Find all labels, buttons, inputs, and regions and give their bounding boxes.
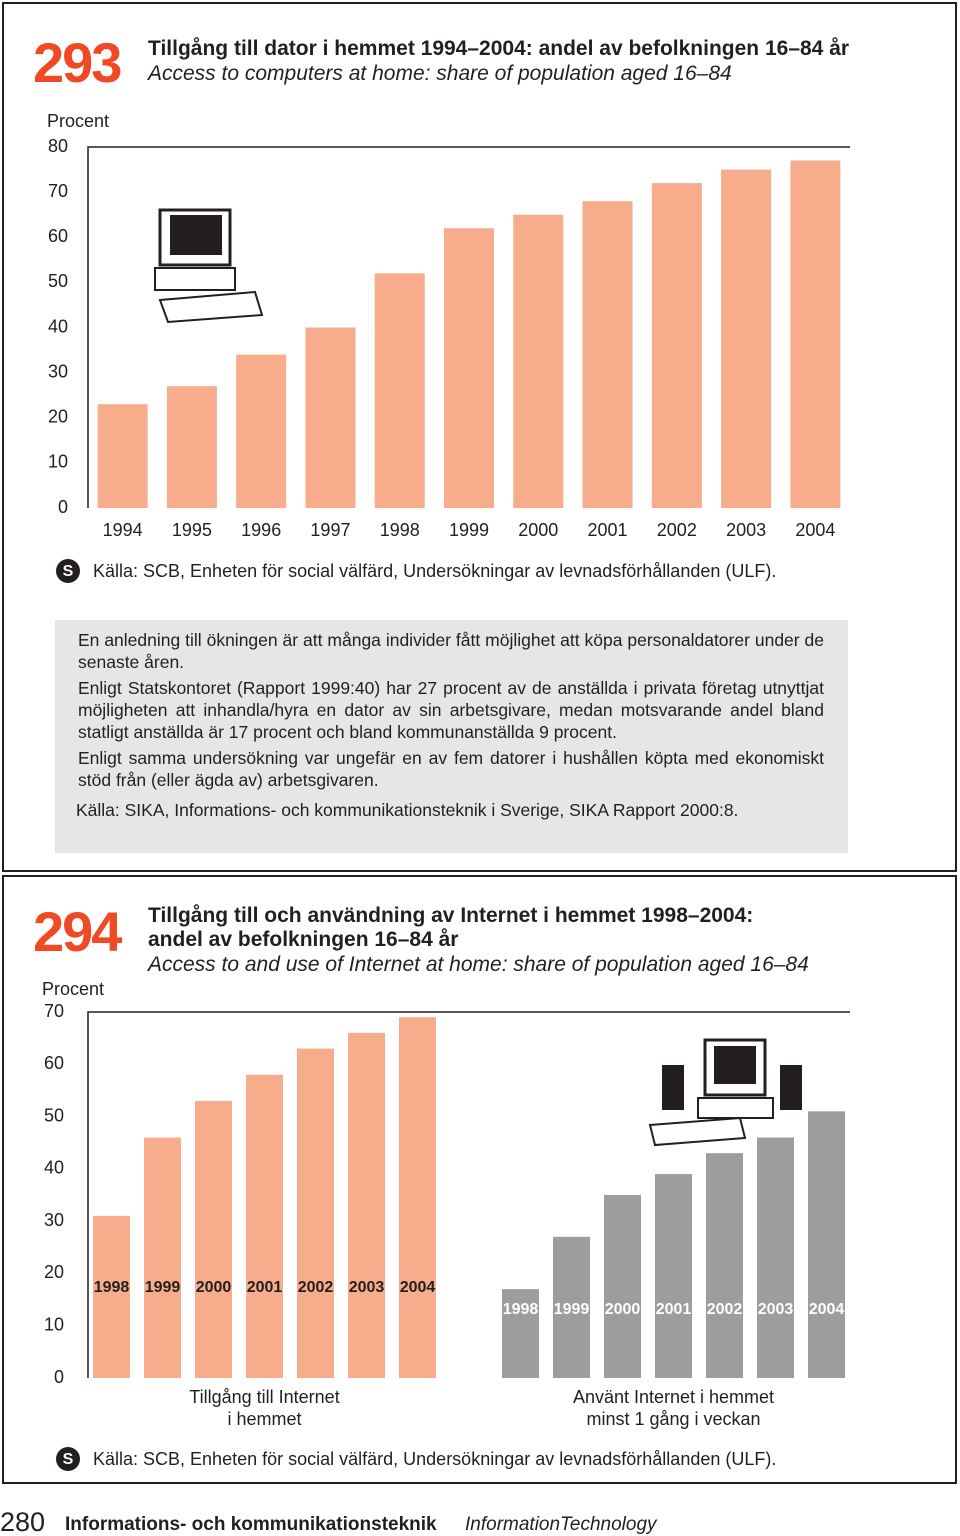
frame — [2, 875, 957, 1484]
y-tick-label: 0 — [58, 497, 68, 517]
y-tick-label: 20 — [44, 1262, 64, 1282]
y-tick-label: 10 — [48, 452, 68, 472]
bar-year-label: 2003 — [758, 1301, 794, 1318]
x-tick-label: 2000 — [518, 520, 558, 540]
bar — [195, 1100, 232, 1378]
svg-text:S: S — [63, 563, 74, 580]
bar — [374, 273, 425, 508]
bar-year-label: 2004 — [809, 1301, 845, 1318]
source: Källa: SCB, Enheten för social välfärd, … — [93, 561, 777, 581]
y-axis-label: Procent — [47, 111, 110, 131]
y-tick-label: 30 — [44, 1210, 64, 1230]
chart-title: Tillgång till och användning av Internet… — [148, 904, 754, 951]
bar-year-label: 1998 — [503, 1301, 539, 1318]
bar — [790, 160, 841, 508]
frame — [2, 2, 957, 872]
paragraph: Enligt Statskontoret (Rapport 1999:40) h… — [78, 678, 824, 742]
paragraph: En anledning till ökningen är att många … — [78, 630, 824, 672]
y-tick-label: 70 — [44, 1001, 64, 1021]
y-tick-label: 10 — [44, 1314, 64, 1334]
y-tick-label: 50 — [44, 1105, 64, 1125]
bar-year-label: 2004 — [400, 1279, 436, 1296]
x-tick-label: 1995 — [172, 520, 212, 540]
x-tick-label: 2004 — [795, 520, 835, 540]
bar — [655, 1174, 692, 1378]
x-tick-label: 1996 — [241, 520, 281, 540]
bar — [246, 1074, 283, 1378]
x-tick-label: 2001 — [588, 520, 628, 540]
x-tick-label: 2002 — [657, 520, 697, 540]
bar — [651, 183, 702, 508]
paragraph: Enligt samma undersökning var ungefär en… — [78, 748, 824, 790]
y-axis-label: Procent — [42, 979, 105, 999]
chart-number: 293 — [33, 31, 122, 94]
bar — [513, 214, 564, 508]
y-tick-label: 40 — [44, 1158, 64, 1178]
bar — [399, 1017, 436, 1378]
svg-text:S: S — [63, 1451, 74, 1468]
page-number: 280 — [0, 1507, 46, 1536]
bar — [553, 1236, 590, 1378]
notes-box: En anledning till ökningen är att många … — [55, 620, 848, 853]
chart-title: Tillgång till dator i hemmet 1994–2004: … — [148, 37, 850, 60]
bar — [444, 228, 494, 508]
chart-subtitle: Access to computers at home: share of po… — [148, 62, 732, 85]
source-logo: S S — [56, 559, 80, 1471]
x-tick-label: 1999 — [449, 520, 489, 540]
y-tick-label: 60 — [44, 1053, 64, 1073]
bar — [236, 354, 287, 508]
y-tick-label: 40 — [48, 316, 68, 336]
bar-year-label: 2001 — [656, 1301, 692, 1318]
y-tick-label: 0 — [54, 1367, 64, 1387]
y-tick-label: 70 — [48, 181, 68, 201]
bar-year-label: 2002 — [707, 1301, 743, 1318]
notes-source: Källa: SIKA, Informations- och kommunika… — [76, 800, 739, 820]
bar-year-label: 1998 — [94, 1279, 130, 1296]
bar — [144, 1137, 181, 1378]
bar — [97, 404, 148, 508]
bar — [297, 1048, 334, 1378]
bar — [348, 1032, 385, 1378]
y-tick-label: 60 — [48, 226, 68, 246]
bar-year-label: 1999 — [554, 1301, 590, 1318]
y-tick-label: 80 — [48, 136, 68, 156]
bar — [305, 327, 356, 508]
y-tick-label: 50 — [48, 271, 68, 291]
source: Källa: SCB, Enheten för social välfärd, … — [93, 1449, 777, 1469]
bar — [604, 1195, 641, 1378]
chart-number: 294 — [33, 900, 122, 963]
footer-title: Informations- och kommunikationsteknik — [65, 1514, 437, 1535]
x-tick-label: 2003 — [726, 520, 766, 540]
bar — [757, 1137, 794, 1378]
y-tick-label: 20 — [48, 407, 68, 427]
bar — [93, 1215, 130, 1378]
bar-year-label: 2000 — [605, 1301, 641, 1318]
bar — [582, 201, 633, 508]
bar-year-label: 2003 — [349, 1279, 385, 1296]
y-tick-label: 30 — [48, 361, 68, 381]
bar — [502, 1289, 539, 1378]
bar — [166, 386, 217, 508]
computer-icon — [154, 208, 264, 324]
computer-icon — [648, 1038, 802, 1147]
x-tick-label: 1994 — [103, 520, 143, 540]
bar-year-label: 2000 — [196, 1279, 232, 1296]
bar — [808, 1111, 845, 1378]
bar — [706, 1153, 743, 1378]
bar-year-label: 1999 — [145, 1279, 181, 1296]
axis-frame — [87, 146, 850, 508]
x-tick-label: 1998 — [380, 520, 420, 540]
axis-frame — [87, 1011, 850, 1378]
x-tick-label: 1997 — [310, 520, 350, 540]
legend-label: Använt Internet i hemmet minst 1 gång i … — [572, 1387, 775, 1429]
bar-year-label: 2002 — [298, 1279, 334, 1296]
chart-subtitle: Access to and use of Internet at home: s… — [148, 953, 809, 976]
bar-year-label: 2001 — [247, 1279, 283, 1296]
footer-title-en: InformationTechnology — [465, 1514, 657, 1535]
legend-label: Tillgång till Internet i hemmet — [189, 1387, 340, 1429]
bar — [721, 169, 772, 508]
